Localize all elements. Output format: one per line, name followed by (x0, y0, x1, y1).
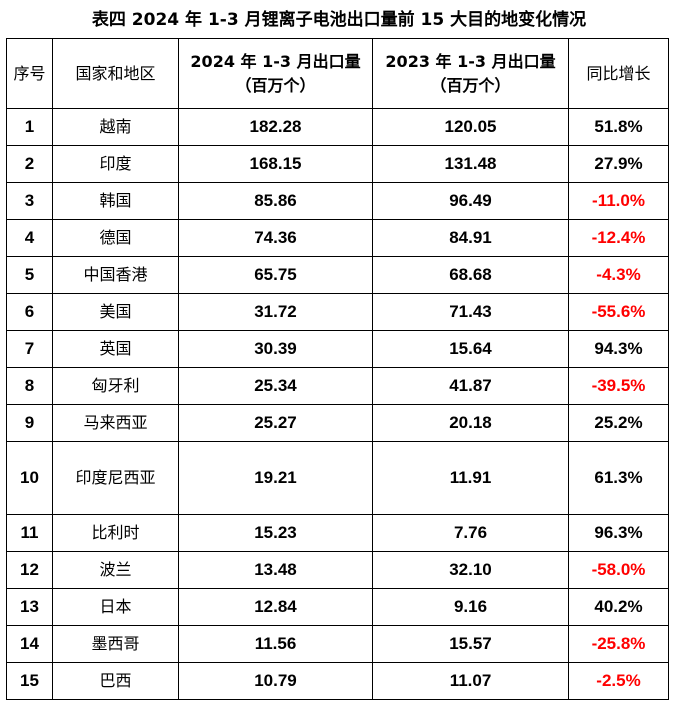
row-region: 美国 (52, 293, 179, 331)
table-row: 7 英国 30.39 15.64 94.3% (6, 330, 669, 368)
table-title: 表四 2024 年 1-3 月锂离子电池出口量前 15 大目的地变化情况 (91, 10, 587, 30)
table-row: 2 印度 168.15 131.48 27.9% (6, 145, 669, 183)
row-value-2024: 31.72 (178, 293, 373, 331)
row-yoy: 94.3% (568, 330, 669, 368)
row-region: 日本 (52, 588, 179, 626)
row-region: 比利时 (52, 514, 179, 552)
row-yoy: -25.8% (568, 625, 669, 663)
row-value-2023: 32.10 (372, 551, 569, 589)
row-seq: 7 (6, 330, 53, 368)
header-region: 国家和地区 (52, 38, 179, 109)
row-region: 德国 (52, 219, 179, 257)
row-region: 印度尼西亚 (52, 441, 179, 515)
row-yoy: 27.9% (568, 145, 669, 183)
row-region: 英国 (52, 330, 179, 368)
table-row: 14 墨西哥 11.56 15.57 -25.8% (6, 625, 669, 663)
header-yoy: 同比增长 (568, 38, 669, 109)
row-yoy: -12.4% (568, 219, 669, 257)
row-value-2024: 168.15 (178, 145, 373, 183)
row-seq: 9 (6, 404, 53, 442)
row-value-2024: 10.79 (178, 662, 373, 700)
row-value-2023: 71.43 (372, 293, 569, 331)
table-row: 1 越南 182.28 120.05 51.8% (6, 108, 669, 146)
row-value-2024: 74.36 (178, 219, 373, 257)
row-value-2023: 7.76 (372, 514, 569, 552)
row-value-2024: 25.27 (178, 404, 373, 442)
header-row: 序号 国家和地区 2024 年 1-3 月出口量（百万个） 2023 年 1-3… (6, 38, 669, 109)
row-value-2023: 11.07 (372, 662, 569, 700)
row-region: 巴西 (52, 662, 179, 700)
row-value-2024: 13.48 (178, 551, 373, 589)
table-row: 15 巴西 10.79 11.07 -2.5% (6, 662, 669, 700)
row-value-2024: 85.86 (178, 182, 373, 220)
row-yoy: 40.2% (568, 588, 669, 626)
row-value-2023: 41.87 (372, 367, 569, 405)
export-table: 序号 国家和地区 2024 年 1-3 月出口量（百万个） 2023 年 1-3… (6, 38, 669, 700)
row-value-2024: 12.84 (178, 588, 373, 626)
table-row: 4 德国 74.36 84.91 -12.4% (6, 219, 669, 257)
row-value-2024: 15.23 (178, 514, 373, 552)
row-seq: 10 (6, 441, 53, 515)
row-value-2024: 11.56 (178, 625, 373, 663)
row-yoy: 25.2% (568, 404, 669, 442)
header-seq: 序号 (6, 38, 53, 109)
row-seq: 2 (6, 145, 53, 183)
row-seq: 11 (6, 514, 53, 552)
row-region: 中国香港 (52, 256, 179, 294)
row-yoy: -11.0% (568, 182, 669, 220)
row-value-2024: 19.21 (178, 441, 373, 515)
row-yoy: -4.3% (568, 256, 669, 294)
table-row: 13 日本 12.84 9.16 40.2% (6, 588, 669, 626)
row-seq: 8 (6, 367, 53, 405)
row-value-2023: 131.48 (372, 145, 569, 183)
row-value-2023: 20.18 (372, 404, 569, 442)
row-yoy: 61.3% (568, 441, 669, 515)
row-value-2023: 120.05 (372, 108, 569, 146)
row-value-2023: 84.91 (372, 219, 569, 257)
row-seq: 12 (6, 551, 53, 589)
row-region: 墨西哥 (52, 625, 179, 663)
row-value-2024: 182.28 (178, 108, 373, 146)
row-yoy: 51.8% (568, 108, 669, 146)
row-yoy: -58.0% (568, 551, 669, 589)
table-row: 12 波兰 13.48 32.10 -58.0% (6, 551, 669, 589)
row-region: 韩国 (52, 182, 179, 220)
row-value-2023: 96.49 (372, 182, 569, 220)
row-seq: 4 (6, 219, 53, 257)
table-row: 10 印度尼西亚 19.21 11.91 61.3% (6, 441, 669, 515)
row-value-2023: 68.68 (372, 256, 569, 294)
row-value-2023: 15.57 (372, 625, 569, 663)
table-row: 3 韩国 85.86 96.49 -11.0% (6, 182, 669, 220)
table-row: 9 马来西亚 25.27 20.18 25.2% (6, 404, 669, 442)
row-yoy: -55.6% (568, 293, 669, 331)
row-region: 马来西亚 (52, 404, 179, 442)
table-row: 8 匈牙利 25.34 41.87 -39.5% (6, 367, 669, 405)
row-yoy: -39.5% (568, 367, 669, 405)
row-region: 越南 (52, 108, 179, 146)
row-seq: 3 (6, 182, 53, 220)
row-region: 印度 (52, 145, 179, 183)
row-seq: 1 (6, 108, 53, 146)
row-value-2023: 11.91 (372, 441, 569, 515)
table-row: 11 比利时 15.23 7.76 96.3% (6, 514, 669, 552)
row-seq: 6 (6, 293, 53, 331)
row-seq: 15 (6, 662, 53, 700)
header-2023: 2023 年 1-3 月出口量（百万个） (372, 38, 569, 109)
row-value-2024: 65.75 (178, 256, 373, 294)
row-region: 匈牙利 (52, 367, 179, 405)
table-row: 6 美国 31.72 71.43 -55.6% (6, 293, 669, 331)
row-yoy: 96.3% (568, 514, 669, 552)
row-region: 波兰 (52, 551, 179, 589)
row-value-2023: 9.16 (372, 588, 569, 626)
row-yoy: -2.5% (568, 662, 669, 700)
row-seq: 5 (6, 256, 53, 294)
row-seq: 13 (6, 588, 53, 626)
table-row: 5 中国香港 65.75 68.68 -4.3% (6, 256, 669, 294)
header-2024: 2024 年 1-3 月出口量（百万个） (178, 38, 373, 109)
row-value-2024: 30.39 (178, 330, 373, 368)
row-value-2024: 25.34 (178, 367, 373, 405)
row-value-2023: 15.64 (372, 330, 569, 368)
row-seq: 14 (6, 625, 53, 663)
